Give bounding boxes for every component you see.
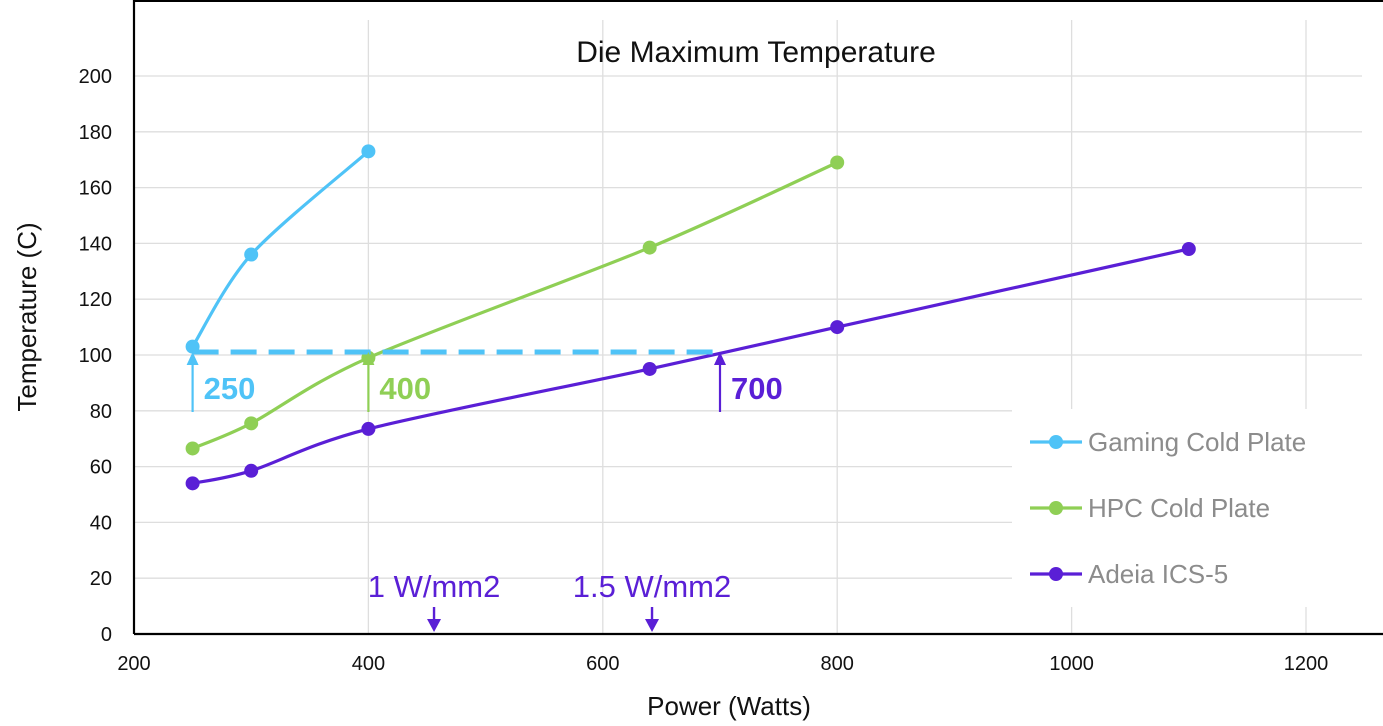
x-tick-label-400: 400 <box>352 653 385 675</box>
data-point-gaming-cold-plate-1 <box>244 247 259 262</box>
callout-arrow-700-head <box>714 352 726 365</box>
data-point-hpc-cold-plate-1 <box>244 416 259 431</box>
callout-arrow-400-head <box>362 352 375 365</box>
y-tick-label-160: 160 <box>79 178 112 200</box>
y-tick-label-100: 100 <box>79 345 112 367</box>
data-point-adeia-ics-5-0 <box>185 476 200 491</box>
legend-marker-adeia-ics-5 <box>1049 567 1063 581</box>
y-tick-label-40: 40 <box>90 512 112 534</box>
legend: Gaming Cold Plate HPC Cold Plate Adeia ICS… <box>1030 427 1306 589</box>
callout-label-250: 250 <box>204 371 256 406</box>
y-axis-label: Temperature (C) <box>12 222 42 411</box>
data-point-hpc-cold-plate-0 <box>185 441 200 456</box>
data-point-adeia-ics-5-4 <box>830 320 845 335</box>
y-tick-label-80: 80 <box>90 401 112 423</box>
y-tick-label-60: 60 <box>90 457 112 479</box>
x-tick-label-800: 800 <box>821 653 854 675</box>
series-line-adeia-ics-5 <box>192 247 1190 485</box>
legend-label-hpc-cold-plate: HPC Cold Plate <box>1088 493 1270 523</box>
data-point-gaming-cold-plate-2 <box>361 144 376 159</box>
axes <box>132 0 1383 636</box>
y-tick-label-180: 180 <box>79 122 112 144</box>
data-point-adeia-ics-5-1 <box>244 463 259 478</box>
y-tick-label-20: 20 <box>90 568 112 590</box>
chart-title: Die Maximum Temperature <box>576 36 936 69</box>
data-point-hpc-cold-plate-3 <box>642 240 657 255</box>
legend-label-gaming-cold-plate: Gaming Cold Plate <box>1088 427 1306 457</box>
data-point-hpc-cold-plate-4 <box>830 155 845 170</box>
y-tick-label-0: 0 <box>101 624 112 646</box>
density-arrow-head-0 <box>427 619 442 632</box>
x-tick-label-1200: 1200 <box>1284 653 1329 675</box>
density-label-1: 1.5 W/mm2 <box>573 569 731 604</box>
legend-label-adeia-ics-5: Adeia ICS-5 <box>1088 559 1228 589</box>
x-tick-label-200: 200 <box>117 653 150 675</box>
x-axis-label: Power (Watts) <box>647 691 811 721</box>
y-tick-label-120: 120 <box>79 289 112 311</box>
y-tick-label-200: 200 <box>79 66 112 88</box>
density-arrow-head-1 <box>645 619 660 632</box>
callout-label-700: 700 <box>731 371 783 406</box>
x-tick-label-1000: 1000 <box>1049 653 1094 675</box>
callout-arrow-250-head <box>186 352 199 365</box>
callout-label-400: 400 <box>379 371 431 406</box>
density-label-0: 1 W/mm2 <box>368 569 501 604</box>
data-point-adeia-ics-5-5 <box>1181 241 1196 256</box>
tick-labels: 0 20 40 60 80 100 120 140 160 180 200 200 400 600 800 1… <box>79 66 1329 675</box>
y-tick-label-140: 140 <box>79 233 112 255</box>
data-point-adeia-ics-5-3 <box>642 361 657 376</box>
legend-marker-hpc-cold-plate <box>1049 501 1063 515</box>
data-point-adeia-ics-5-2 <box>361 421 376 436</box>
legend-marker-gaming-cold-plate <box>1049 435 1063 449</box>
annotation-layer: 250 400 700 1 W/mm2 1.5 W/mm2 <box>186 349 783 632</box>
x-tick-label-600: 600 <box>586 653 619 675</box>
series-layer <box>185 144 1196 491</box>
